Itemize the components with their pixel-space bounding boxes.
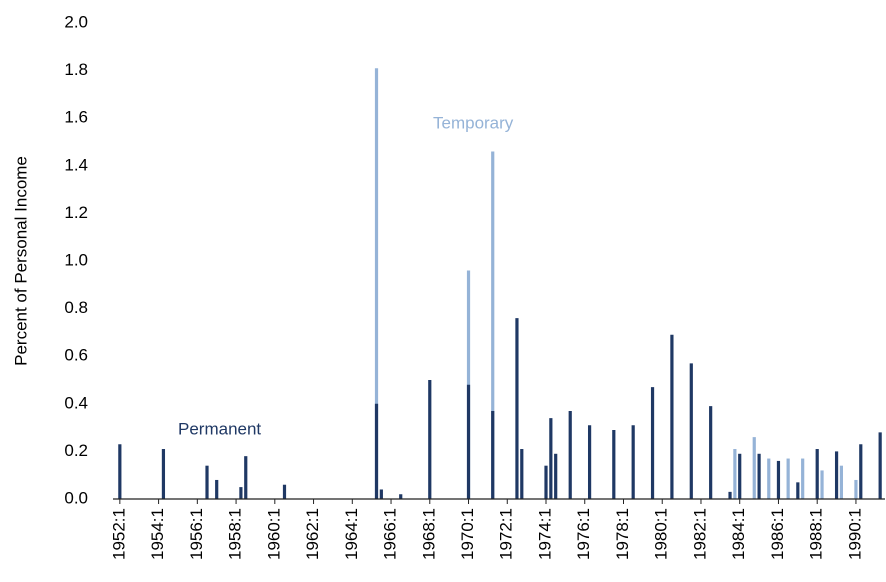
y-tick-label: 1.8 — [64, 60, 88, 79]
x-tick-label: 1962:1 — [303, 508, 322, 560]
x-tick-label: 1986:1 — [768, 508, 787, 560]
x-tick-label: 1966:1 — [381, 508, 400, 560]
x-tick-label: 1964:1 — [342, 508, 361, 560]
x-tick-label: 1984:1 — [729, 508, 748, 560]
y-tick-label: 2.0 — [64, 12, 88, 31]
x-tick-label: 1982:1 — [690, 508, 709, 560]
x-tick-label: 1956:1 — [187, 508, 206, 560]
x-tick-label: 1968:1 — [419, 508, 438, 560]
y-tick-label: 0.2 — [64, 441, 88, 460]
y-tick-label: 0.4 — [64, 393, 88, 412]
x-tick-label: 1960:1 — [264, 508, 283, 560]
y-tick-label: 1.6 — [64, 108, 88, 127]
x-tick-label: 1980:1 — [652, 508, 671, 560]
x-tick-label: 1972:1 — [497, 508, 516, 560]
x-tick-label: 1958:1 — [226, 508, 245, 560]
x-tick-label: 1978:1 — [613, 508, 632, 560]
y-tick-label: 1.2 — [64, 203, 88, 222]
x-tick-label: 1970:1 — [458, 508, 477, 560]
x-tick-label: 1974:1 — [535, 508, 554, 560]
x-tick-label: 1976:1 — [574, 508, 593, 560]
y-tick-label: 1.0 — [64, 250, 88, 269]
y-tick-label: 0.0 — [64, 488, 88, 507]
x-tick-label: 1954:1 — [148, 508, 167, 560]
y-tick-label: 1.4 — [64, 155, 88, 174]
series-label: Permanent — [178, 419, 261, 438]
x-tick-label: 1952:1 — [109, 508, 128, 560]
y-tick-label: 0.6 — [64, 346, 88, 365]
x-tick-label: 1988:1 — [807, 508, 826, 560]
y-tick-label: 0.8 — [64, 298, 88, 317]
x-tick-label: 1990:1 — [845, 508, 864, 560]
y-axis-label: Percent of Personal Income — [11, 156, 30, 366]
series-label: Temporary — [433, 113, 514, 132]
